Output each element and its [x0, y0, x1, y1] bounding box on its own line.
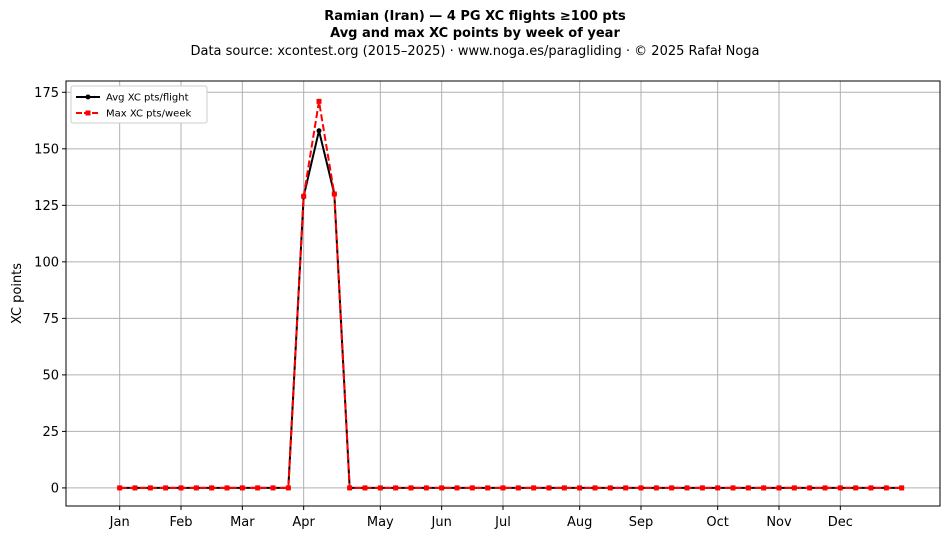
- data-point: [776, 485, 782, 491]
- data-point: [347, 485, 353, 491]
- data-point: [561, 485, 567, 491]
- legend-label: Max XC pts/week: [106, 109, 191, 120]
- data-point: [469, 485, 475, 491]
- data-point: [684, 485, 690, 491]
- data-point: [270, 485, 276, 491]
- x-tick-label: May: [367, 515, 394, 530]
- data-point: [377, 485, 383, 491]
- data-point: [699, 485, 705, 491]
- data-point: [485, 485, 491, 491]
- y-tick-label: 175: [34, 86, 59, 101]
- data-point: [761, 485, 767, 491]
- data-point: [669, 485, 675, 491]
- data-point: [316, 98, 322, 104]
- y-tick-label: 75: [42, 312, 59, 327]
- grid-lines: [66, 81, 940, 506]
- data-point: [255, 485, 261, 491]
- data-point: [454, 485, 460, 491]
- data-point: [837, 485, 843, 491]
- y-tick-label: 0: [51, 481, 59, 496]
- data-point: [623, 485, 629, 491]
- data-point: [285, 485, 291, 491]
- y-tick-label: 100: [34, 255, 59, 270]
- data-point: [500, 485, 506, 491]
- data-point: [239, 485, 245, 491]
- data-source-note: Data source: xcontest.org (2015–2025) · …: [190, 44, 760, 59]
- x-tick-label: Sep: [629, 515, 654, 530]
- data-point: [423, 485, 429, 491]
- data-point: [546, 485, 552, 491]
- data-point: [147, 485, 153, 491]
- y-tick-label: 150: [34, 142, 59, 157]
- data-point: [515, 485, 521, 491]
- x-tick-label: Mar: [230, 515, 255, 530]
- data-point: [531, 485, 537, 491]
- data-point: [822, 485, 828, 491]
- y-tick-label: 125: [34, 199, 59, 214]
- legend-marker: [85, 110, 91, 116]
- x-axis-ticks: Jan Feb Mar Apr May Jun Jul Aug Sep Oct Nov Dec: [109, 506, 853, 530]
- data-point: [853, 485, 859, 491]
- data-point: [899, 485, 905, 491]
- legend-label: Avg XC pts/flight: [106, 93, 189, 104]
- chart-title: Ramian (Iran) — 4 PG XC flights ≥100 pts: [324, 9, 626, 24]
- data-point: [439, 485, 445, 491]
- data-point: [408, 485, 414, 491]
- y-tick-label: 50: [42, 368, 59, 383]
- data-point: [163, 485, 169, 491]
- data-point: [178, 485, 184, 491]
- x-tick-label: Jan: [109, 515, 130, 530]
- chart-subtitle: Avg and max XC points by week of year: [330, 26, 620, 41]
- x-tick-label: Aug: [567, 515, 592, 530]
- legend: Avg XC pts/flight Max XC pts/week: [70, 85, 208, 124]
- data-point: [745, 485, 751, 491]
- x-tick-label: Jul: [494, 515, 511, 530]
- data-point: [209, 485, 215, 491]
- x-tick-label: Nov: [766, 515, 792, 530]
- x-tick-label: Apr: [292, 515, 315, 530]
- series-line-2: [119, 101, 902, 489]
- x-tick-label: Dec: [828, 515, 853, 530]
- data-point: [715, 485, 721, 491]
- y-axis-ticks: 0 25 50 75 100 125 150 175: [34, 86, 66, 496]
- data-point: [883, 485, 889, 491]
- data-point: [730, 485, 736, 491]
- data-point: [393, 485, 399, 491]
- legend-marker: [85, 94, 91, 100]
- data-point: [117, 485, 123, 491]
- data-point: [807, 485, 813, 491]
- data-series: [117, 98, 905, 491]
- data-point: [316, 128, 322, 134]
- data-point: [791, 485, 797, 491]
- data-point: [362, 485, 368, 491]
- data-point: [301, 193, 307, 199]
- x-tick-label: Jun: [431, 515, 452, 530]
- series-line-1: [119, 130, 902, 489]
- data-point: [592, 485, 598, 491]
- data-point: [868, 485, 874, 491]
- x-tick-label: Oct: [706, 515, 728, 530]
- data-point: [132, 485, 138, 491]
- x-tick-label: Feb: [169, 515, 192, 530]
- data-point: [193, 485, 199, 491]
- data-point: [331, 191, 337, 197]
- legend-box: [70, 85, 208, 124]
- data-point: [607, 485, 613, 491]
- data-point: [577, 485, 583, 491]
- data-point: [224, 485, 230, 491]
- y-tick-label: 25: [42, 425, 59, 440]
- chart-title-block: Ramian (Iran) — 4 PG XC flights ≥100 pts…: [0, 8, 950, 61]
- data-point: [638, 485, 644, 491]
- data-point: [653, 485, 659, 491]
- y-axis-label: XC points: [10, 263, 25, 324]
